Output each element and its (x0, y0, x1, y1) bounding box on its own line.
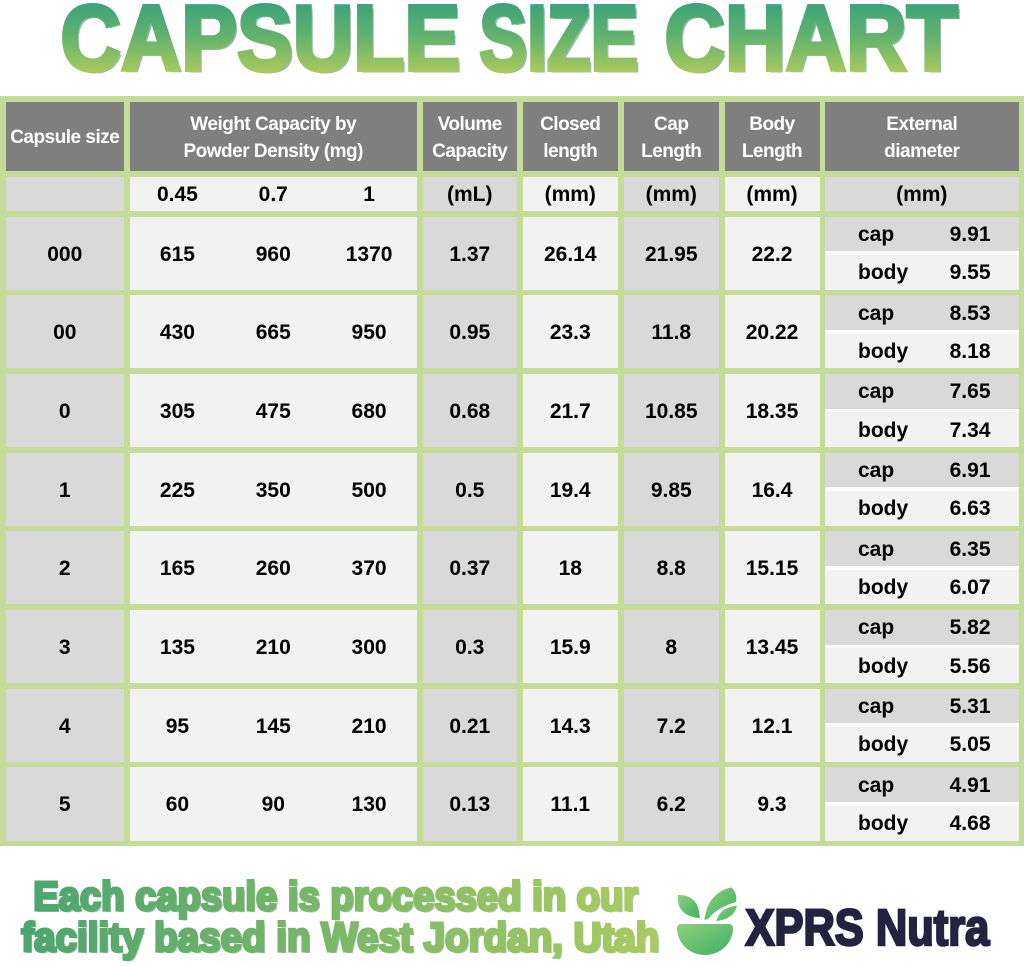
svg-text:SIZE: SIZE (479, 0, 638, 90)
svg-text:Each capsule is processed in o: Each capsule is processed in our (33, 874, 638, 920)
svg-text:CAPSULE: CAPSULE (61, 0, 461, 90)
svg-text:CHART: CHART (667, 0, 960, 92)
svg-text:CAPSULE: CAPSULE (63, 0, 463, 92)
svg-text:SIZE: SIZE (482, 0, 641, 93)
svg-text:XPRS Nutra: XPRS Nutra (746, 900, 990, 957)
svg-text:facility based in West Jordan,: facility based in West Jordan, Utah (23, 917, 661, 962)
svg-text:CHART: CHART (665, 0, 958, 90)
svg-text:facility based in West Jordan,: facility based in West Jordan, Utah (21, 915, 659, 960)
svg-text:Each capsule is processed in o: Each capsule is processed in our (35, 876, 640, 922)
